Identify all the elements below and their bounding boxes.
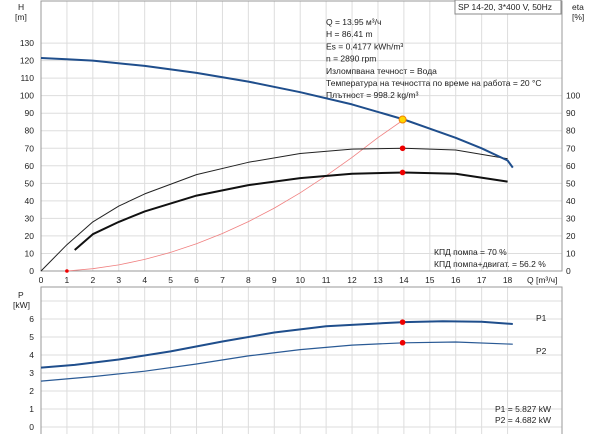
y-tick-label: 110: [20, 73, 34, 83]
y-tick-label: 130: [20, 38, 34, 48]
y-tick-label: 70: [25, 143, 35, 153]
y-axis-unit: [m]: [15, 12, 27, 22]
efficiency-label: КПД помпа+двигат. = 56.2 %: [434, 259, 546, 269]
chart-title: SP 14-20, 3*400 V, 50Hz: [458, 2, 552, 12]
eta-pump-curve: [40, 147, 508, 272]
duty-point-head: [398, 115, 407, 124]
y2-tick-label: 30: [566, 213, 576, 223]
y-tick-label: 30: [25, 213, 35, 223]
info-line: Температура на течността по време на раб…: [326, 78, 542, 88]
duty-point-eta-pump: [399, 145, 406, 152]
y2-tick-label: 60: [566, 161, 576, 171]
y-tick-label: 2: [29, 386, 34, 396]
bottom-plot-frame: [40, 286, 563, 434]
head-curve: [40, 57, 514, 169]
y-tick-label: 120: [20, 56, 34, 66]
y-tick-label: 60: [25, 161, 35, 171]
y-tick-label: 3: [29, 368, 34, 378]
p2-label: P2: [536, 346, 547, 356]
duty-point-p2: [399, 339, 406, 346]
x-tick-label: 7: [220, 275, 225, 285]
system-curve-start: [65, 269, 69, 273]
x-tick-label: 0: [39, 275, 44, 285]
power-value-label: P2 = 4.682 kW: [495, 415, 551, 425]
y2-tick-label: 80: [566, 126, 576, 136]
title-box: [454, 0, 562, 15]
y-tick-label: 6: [29, 314, 34, 324]
power-value-label: P1 = 5.827 kW: [495, 404, 551, 414]
x-tick-label: 4: [142, 275, 147, 285]
p1-curve: [40, 320, 513, 369]
info-line: H = 86.41 m: [326, 29, 373, 39]
y-tick-label: 80: [25, 126, 35, 136]
y-tick-label: 40: [25, 196, 35, 206]
p-axis-unit: [kW]: [13, 300, 30, 310]
x-tick-label: 16: [451, 275, 461, 285]
system-curve: [66, 119, 405, 272]
y-tick-label: 1: [29, 404, 34, 414]
x-tick-label: 1: [65, 275, 70, 285]
eta-total-curve: [74, 171, 508, 251]
y2-tick-label: 100: [566, 91, 580, 101]
y-axis-label: H: [18, 2, 24, 12]
x-tick-label: 18: [503, 275, 513, 285]
info-line: Es = 0.4177 kWh/m³: [326, 41, 403, 51]
p-axis-label: P: [18, 290, 24, 300]
y2-tick-label: 0: [566, 266, 571, 276]
x-tick-label: 10: [295, 275, 305, 285]
y-tick-label: 4: [29, 350, 34, 360]
x-tick-label: 14: [399, 275, 409, 285]
efficiency-label: КПД помпа = 70 %: [434, 247, 507, 257]
y-tick-label: 5: [29, 332, 34, 342]
y2-tick-label: 50: [566, 178, 576, 188]
p2-curve: [40, 341, 513, 382]
info-line: n = 2890 rpm: [326, 54, 376, 64]
duty-point-p1: [399, 319, 406, 325]
y2-tick-label: 40: [566, 196, 576, 206]
y-tick-label: 100: [20, 91, 34, 101]
x-tick-label: 12: [347, 275, 357, 285]
x-tick-label: 13: [373, 275, 383, 285]
y2-tick-label: 90: [566, 108, 576, 118]
x-tick-label: 9: [272, 275, 277, 285]
y-tick-label: 50: [25, 178, 35, 188]
y-tick-label: 10: [25, 248, 35, 258]
y2-tick-label: 10: [566, 248, 576, 258]
y-tick-label: 0: [29, 266, 34, 276]
duty-point-eta-total: [399, 169, 406, 176]
x-tick-label: 6: [194, 275, 199, 285]
x-tick-label: 11: [322, 275, 331, 285]
top-plot-frame: [40, 0, 563, 272]
y2-axis-unit: [%]: [572, 12, 584, 22]
y2-tick-label: 70: [566, 143, 576, 153]
x-tick-label: 8: [246, 275, 251, 285]
x-tick-label: 3: [116, 275, 121, 285]
x-tick-label: 5: [168, 275, 173, 285]
info-line: Плътност = 998.2 kg/m³: [326, 90, 419, 100]
y-tick-label: 20: [25, 231, 35, 241]
info-line: Q = 13.95 м³/ч: [326, 17, 381, 27]
x-tick-label: 2: [90, 275, 95, 285]
p1-label: P1: [536, 313, 547, 323]
y-tick-label: 0: [29, 422, 34, 432]
y-tick-label: 90: [25, 108, 35, 118]
info-line: Изломпвана течност = Вода: [326, 66, 437, 76]
y2-axis-label: eta: [572, 2, 584, 12]
x-tick-label: 15: [425, 275, 435, 285]
y2-tick-label: 20: [566, 231, 576, 241]
x-tick-label: 17: [477, 275, 487, 285]
x-axis-label: Q [m³/ч]: [527, 275, 557, 285]
